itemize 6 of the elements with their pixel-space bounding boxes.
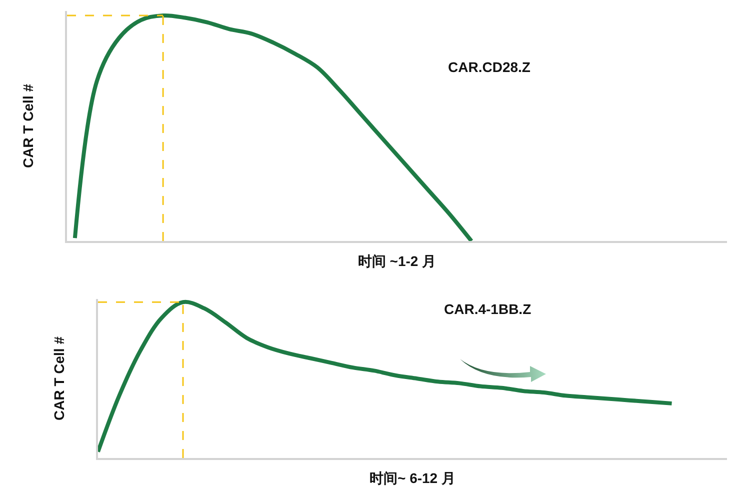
annotation: CAR.CD28.Z [448,59,531,75]
y-axis-title: CAR T Cell # [20,84,36,168]
annotation: CAR.4-1BB.Z [444,301,532,317]
x-axis-title: 时间~ 6-12 月 [370,470,456,486]
x-axis-title: 时间 ~1-2 月 [358,253,436,270]
y-axis-title: CAR T Cell # [51,336,68,421]
